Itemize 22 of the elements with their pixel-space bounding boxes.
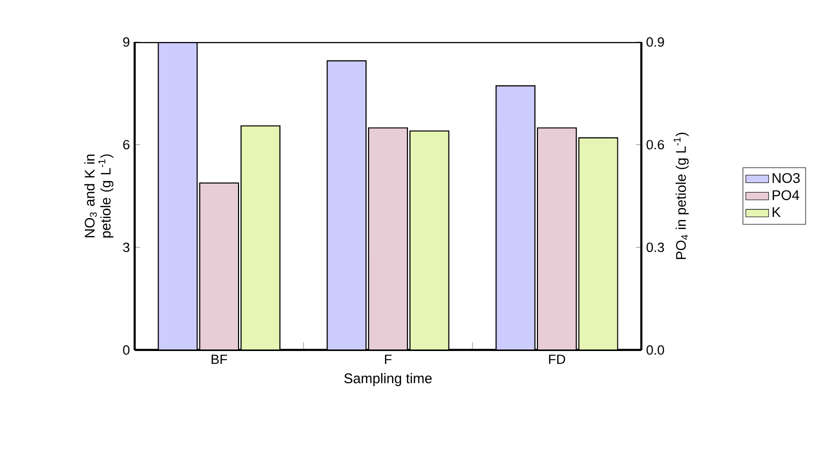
bar [326, 60, 367, 350]
legend-label: K [772, 207, 781, 217]
bar [158, 42, 198, 350]
y-tick-label: 3 [123, 242, 130, 252]
y2-tick-label: 0.6 [646, 140, 664, 150]
x-tick-label: FD [549, 354, 566, 364]
y2-axis-title: PO$_{4}$ in petiole (g L$^{-1}$) [674, 132, 689, 260]
bar [578, 137, 618, 350]
x-tick-label: F [385, 354, 392, 364]
bar [496, 85, 536, 350]
bar [240, 125, 280, 350]
legend-label: PO4 [772, 190, 800, 200]
bar [409, 130, 450, 350]
x-axis-title: Sampling time [344, 373, 432, 386]
x-tick-label: BF [212, 354, 228, 364]
y2-tick-label: 0.3 [646, 242, 664, 252]
y2-tick-label: 0.0 [646, 345, 664, 355]
y-tick-label: 6 [123, 140, 130, 150]
y2-tick-label: 0.9 [646, 37, 664, 47]
legend-label: NO3 [772, 173, 800, 183]
y-tick-label: 0 [123, 345, 130, 355]
y-tick-label: 9 [123, 37, 130, 47]
